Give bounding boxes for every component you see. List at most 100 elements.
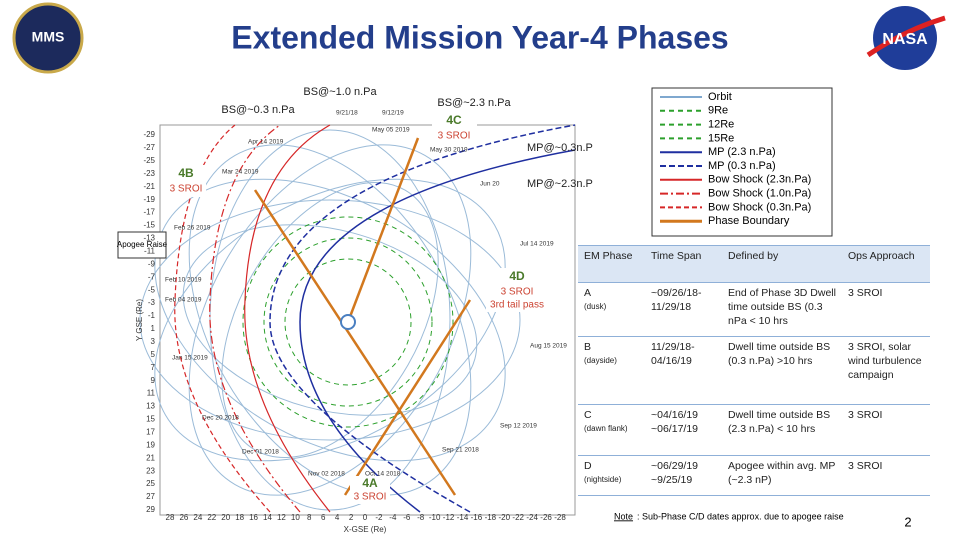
x-tick-label: 6: [321, 513, 326, 522]
x-tick-label: 14: [263, 513, 272, 522]
phase-cell: C (dawn flank): [578, 404, 645, 456]
phase-boundaries: [253, 137, 472, 496]
phase-sroi: 3 SROI: [170, 184, 203, 195]
table-row: B (dayside) 11/29/18-04/16/19 Dwell time ou…: [578, 336, 930, 405]
phase-label: 4A: [362, 476, 378, 490]
y-tick-label: 27: [146, 492, 155, 501]
x-tick-label: -4: [389, 513, 397, 522]
x-tick-label: 22: [207, 513, 216, 522]
header-cell: EM Phase: [578, 245, 645, 283]
table-cell: 3 SROI, solar wind turbulence campaign: [842, 336, 930, 405]
legend-label: Phase Boundary: [708, 215, 790, 227]
x-tick-label: -26: [540, 513, 552, 522]
nasa-logo-text: NASA: [882, 31, 928, 48]
y-tick-label: -13: [143, 234, 155, 243]
y-tick-label: -7: [148, 272, 156, 281]
date-label: Feb 10 2019: [165, 277, 202, 284]
x-tick-label: 28: [166, 513, 175, 522]
date-label: Dec 01 2018: [242, 449, 279, 456]
y-tick-label: 13: [146, 402, 155, 411]
x-tick-label: -12: [443, 513, 455, 522]
phase-table: EM Phase Time Span Defined by Ops Approach A…: [578, 245, 930, 496]
orbit-plot: Y GSE (Re) X-GSE (Re) BS@~1.0 n.Pa BS@~0…: [117, 86, 593, 534]
table-cell: ~06/29/19 ~9/25/19: [645, 455, 722, 496]
nasa-logo: [873, 6, 937, 70]
annotation: BS@~0.3 n.Pa: [221, 104, 295, 116]
date-label: Jun 20: [480, 181, 500, 188]
x-tick-label: 18: [235, 513, 244, 522]
x-tick-label: -8: [417, 513, 425, 522]
y-tick-label: 29: [146, 505, 155, 514]
x-tick-label: -24: [526, 513, 538, 522]
page-number: 2: [904, 514, 911, 529]
y-tick-label: -29: [143, 130, 155, 139]
y-tick-label: -11: [144, 246, 156, 255]
date-label: Nov 02 2018: [308, 471, 345, 478]
annotation-box: [117, 231, 167, 259]
phase-note: 3rd tail pass: [490, 300, 544, 311]
legend-label: 12Re: [708, 119, 734, 131]
table-row: C (dawn flank) ~04/16/19 ~06/17/19 Dwell ti…: [578, 404, 930, 456]
date-label: Feb 04 2019: [165, 297, 202, 304]
x-tick-label: 4: [335, 513, 340, 522]
phase-cell: A (dusk): [578, 282, 645, 337]
legend-label: Orbit: [708, 91, 732, 103]
date-label: Sep 12 2019: [500, 423, 537, 430]
annotation: BS@~2.3 n.Pa: [437, 97, 511, 109]
table-cell: 3 SROI: [842, 404, 930, 456]
annotation: MP@~0.3n.P: [527, 142, 593, 154]
phase-box: [432, 110, 477, 146]
phase-letter: D: [584, 460, 592, 472]
x-tick-label: -2: [375, 513, 383, 522]
legend-label: 15Re: [708, 132, 734, 144]
table-cell: Dwell time outside BS (0.3 n.Pa) >10 hrs: [722, 336, 842, 405]
table-header-row: EM Phase Time Span Defined by Ops Approach: [578, 245, 930, 283]
y-axis-label: Y GSE (Re): [135, 299, 144, 341]
date-label: Jan 15 2019: [172, 355, 208, 362]
table-row: A (dusk) ~09/26/18-11/29/18 End of Phase 3D…: [578, 282, 930, 337]
y-tick-label: 3: [151, 337, 156, 346]
annotation: MP@~2.3n.P: [527, 178, 593, 190]
note-text: : Sub-Phase C/D dates approx. due to apo…: [637, 511, 844, 521]
y-tick-label: 1: [151, 324, 156, 333]
y-tick-label: 21: [146, 453, 155, 462]
date-label: Feb 26 2019: [174, 225, 211, 232]
x-tick-label: 10: [291, 513, 300, 522]
x-tick-label: -6: [403, 513, 411, 522]
table-cell: ~04/16/19 ~06/17/19: [645, 404, 722, 456]
phase-box: [166, 165, 206, 197]
header-cell: Time Span: [645, 245, 722, 283]
x-tick-label: -28: [554, 513, 566, 522]
phase-box: [350, 476, 390, 504]
magnetopause: [269, 124, 576, 513]
phase-letter: B: [584, 341, 592, 353]
legend-label: MP (2.3 n.Pa): [708, 146, 776, 158]
y-tick-label: 23: [146, 466, 155, 475]
phase-desc: (dusk): [584, 302, 607, 311]
x-tick-label: -10: [429, 513, 441, 522]
phase-cell: B (dayside): [578, 336, 645, 405]
radius-circles: [242, 216, 454, 428]
y-tick-label: 19: [146, 440, 155, 449]
y-tick-label: 11: [147, 389, 156, 398]
x-tick-label: 2: [349, 513, 354, 522]
mms-logo-text: MMS: [32, 29, 65, 45]
phase-sroi: 3 SROI: [354, 492, 387, 503]
phase-label: 4B: [178, 166, 194, 180]
table-cell: Dwell time outside BS (2.3 n.Pa) < 10 hr…: [722, 404, 842, 456]
x-tick-label: 20: [221, 513, 230, 522]
x-axis-label: X-GSE (Re): [344, 525, 387, 534]
x-tick-label: 8: [307, 513, 312, 522]
table-cell: End of Phase 3D Dwell time outside BS (0…: [722, 282, 842, 337]
mms-logo: [12, 2, 84, 74]
phase-box: [486, 268, 548, 312]
phase-label: 4C: [446, 113, 462, 127]
x-tick-label: -18: [485, 513, 497, 522]
legend-label: Bow Shock (1.0n.Pa): [708, 188, 811, 200]
table-cell: 11/29/18-04/16/19: [645, 336, 722, 405]
legend-label: 9Re: [708, 105, 728, 117]
header-cell: Ops Approach: [842, 245, 930, 283]
date-label: Apr 14 2019: [248, 139, 284, 146]
x-tick-label: -16: [471, 513, 483, 522]
